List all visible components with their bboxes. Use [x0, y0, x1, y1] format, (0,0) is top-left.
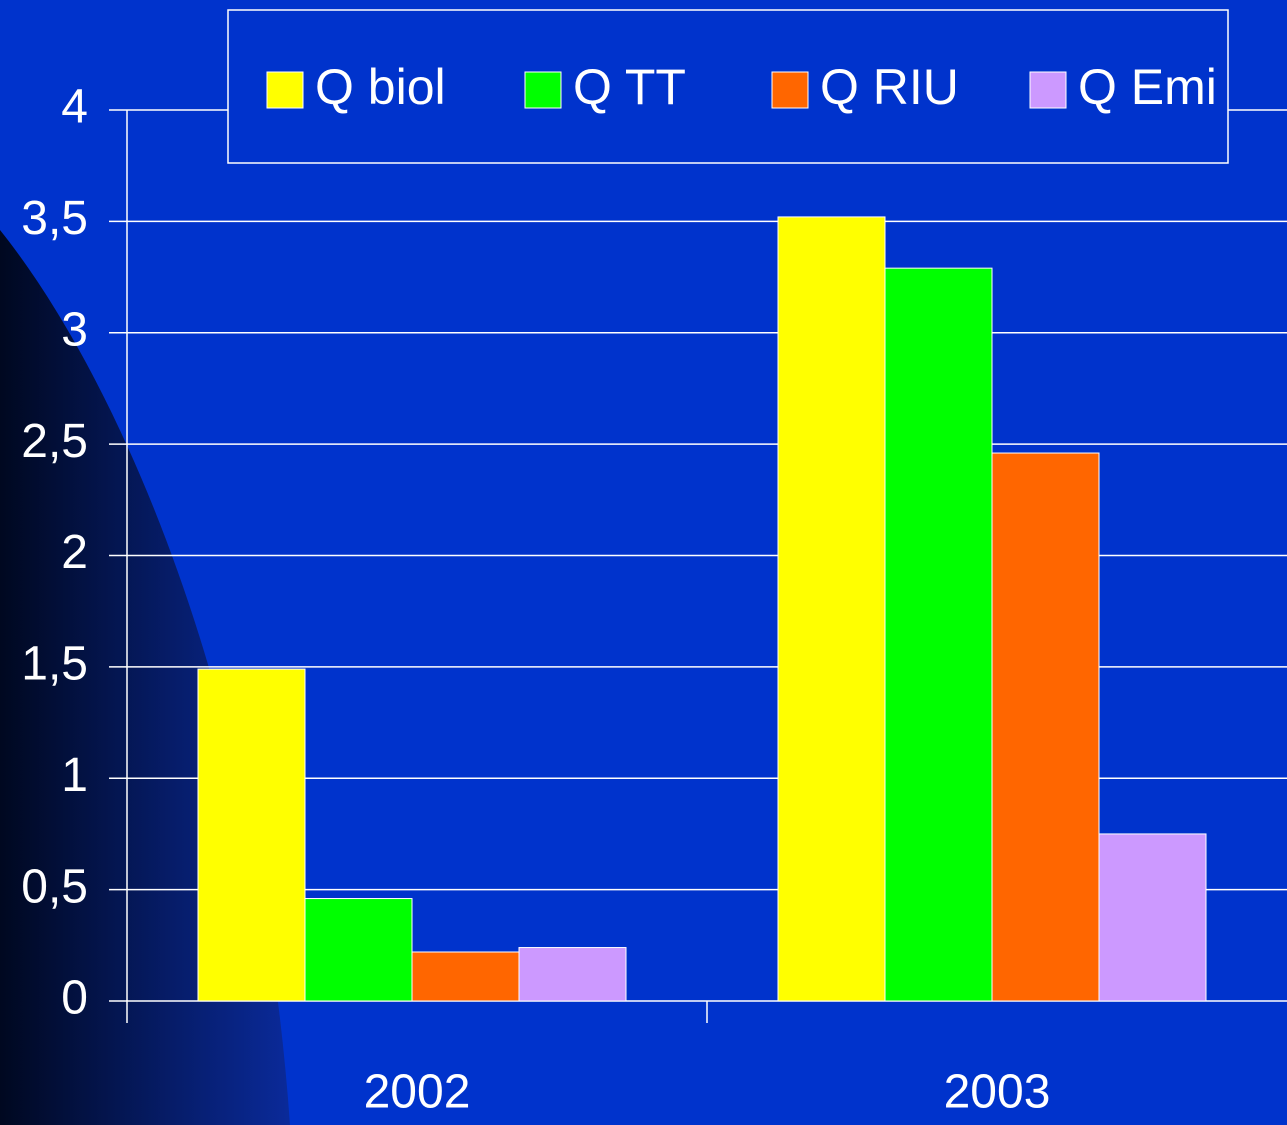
legend-label: Q Emi — [1078, 59, 1217, 115]
y-tick-label: 3 — [61, 303, 88, 356]
y-tick-label: 2 — [61, 526, 88, 579]
x-tick-label: 2002 — [364, 1066, 471, 1119]
bar — [884, 267, 993, 1002]
y-tick-label: 3,5 — [21, 192, 88, 245]
y-tick-label: 0,5 — [21, 860, 88, 913]
bar — [777, 216, 886, 1002]
legend-label: Q TT — [573, 59, 686, 115]
y-tick-label: 4 — [61, 81, 88, 134]
y-tick-label: 0 — [61, 972, 88, 1025]
bar — [197, 668, 306, 1002]
legend-swatch — [524, 71, 562, 109]
bar — [411, 951, 520, 1002]
legend-swatch — [1029, 71, 1067, 109]
bar — [1098, 833, 1207, 1002]
bar — [518, 947, 627, 1002]
legend-label: Q biol — [315, 59, 446, 115]
y-tick-label: 1,5 — [21, 638, 88, 691]
bar — [304, 898, 413, 1002]
bar — [991, 452, 1100, 1002]
y-tick-label: 2,5 — [21, 415, 88, 468]
legend-swatch — [266, 71, 304, 109]
legend-label: Q RIU — [820, 59, 959, 115]
legend-swatch — [771, 71, 809, 109]
y-tick-label: 1 — [61, 749, 88, 802]
x-tick-label: 2003 — [944, 1066, 1051, 1119]
